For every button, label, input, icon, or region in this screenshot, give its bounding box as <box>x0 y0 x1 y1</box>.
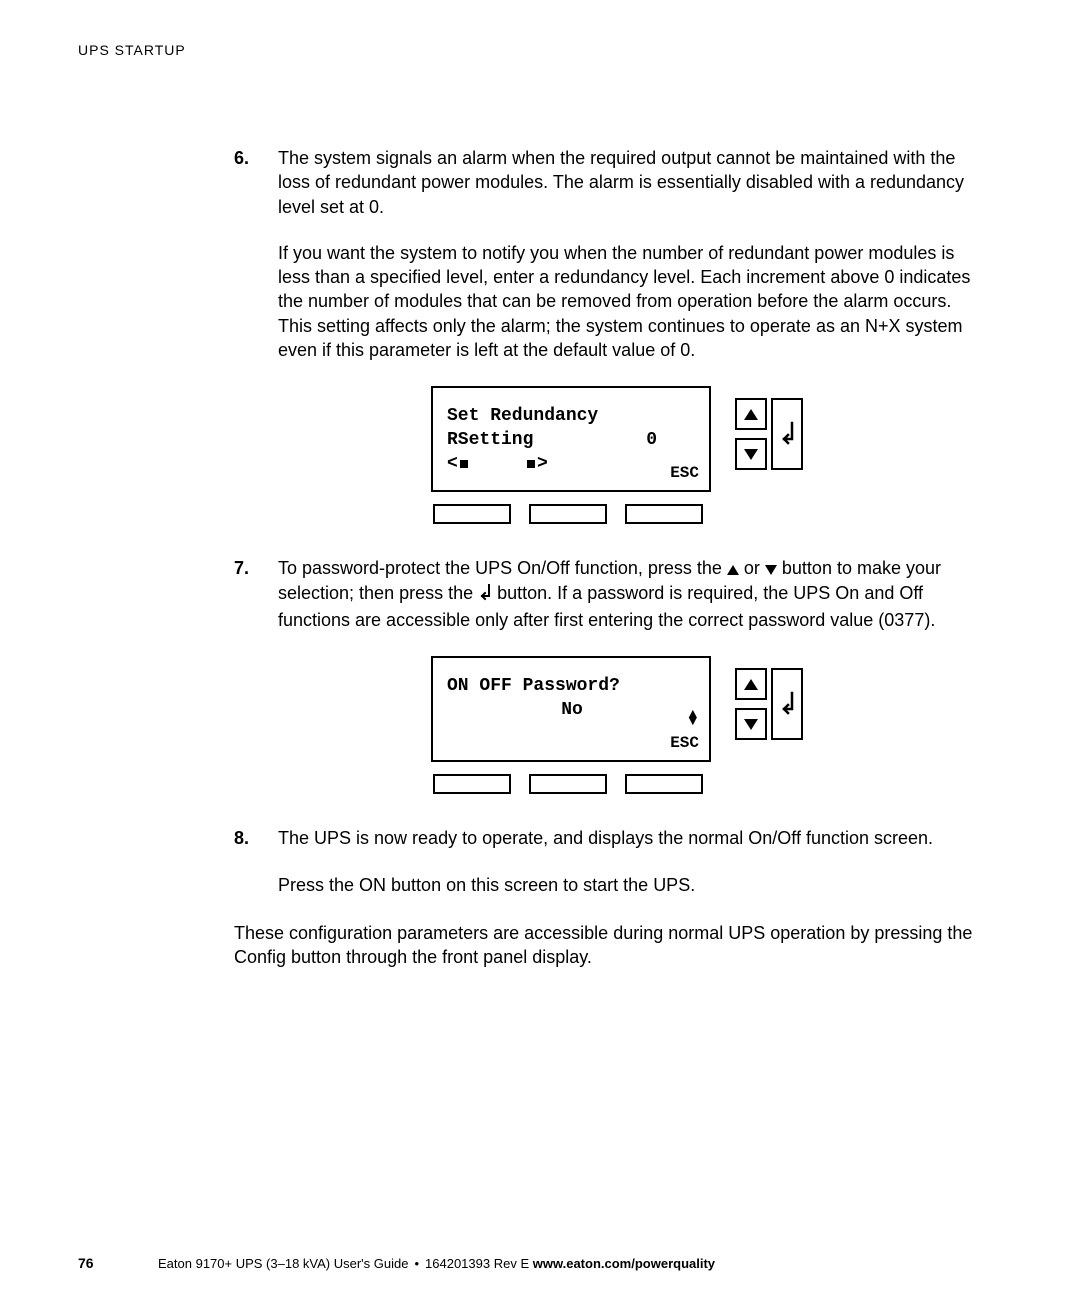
nav-right-icon: > <box>527 452 548 476</box>
soft-keys-row <box>433 504 835 524</box>
footer-doc-title: Eaton 9170+ UPS (3–18 kVA) User's Guide <box>158 1256 408 1271</box>
trailing-paragraph: These configuration parameters are acces… <box>234 921 988 970</box>
down-button[interactable] <box>735 438 767 470</box>
step-number: 7. <box>234 556 249 580</box>
enter-icon <box>778 691 796 717</box>
up-button[interactable] <box>735 398 767 430</box>
side-buttons <box>735 656 803 740</box>
lcd-figure-password: ON OFF Password? No ▲▼ ESC <box>431 656 835 794</box>
text-fragment: To password-protect the UPS On/Off funct… <box>278 558 727 578</box>
enter-icon <box>478 584 492 608</box>
paragraph: To password-protect the UPS On/Off funct… <box>278 556 988 632</box>
page-number: 76 <box>78 1255 158 1271</box>
footer-text: Eaton 9170+ UPS (3–18 kVA) User's Guide•… <box>158 1256 988 1271</box>
down-button[interactable] <box>735 708 767 740</box>
nav-left-icon: < <box>447 452 468 476</box>
esc-label: ESC <box>670 463 699 485</box>
step-7: 7. To password-protect the UPS On/Off fu… <box>278 556 988 794</box>
footer-revision: 164201393 Rev E <box>425 1256 529 1271</box>
lcd-line-1: Set Redundancy <box>447 404 697 428</box>
soft-key-2[interactable] <box>529 774 607 794</box>
content-column: 6. The system signals an alarm when the … <box>278 146 988 969</box>
soft-keys-row <box>433 774 835 794</box>
footer-url: www.eaton.com/powerquality <box>533 1256 715 1271</box>
lcd-value: No <box>561 700 583 720</box>
paragraph: The system signals an alarm when the req… <box>278 146 988 219</box>
soft-key-2[interactable] <box>529 504 607 524</box>
enter-button[interactable] <box>771 668 803 740</box>
down-arrow-icon <box>744 719 758 730</box>
up-arrow-icon <box>744 679 758 690</box>
lcd-setting-label: RSetting <box>447 428 533 452</box>
lcd-screen: Set Redundancy RSetting 0 < > ESC <box>431 386 711 492</box>
side-buttons <box>735 386 803 470</box>
soft-key-3[interactable] <box>625 774 703 794</box>
step-number: 8. <box>234 826 249 850</box>
step-number: 6. <box>234 146 249 170</box>
enter-button[interactable] <box>771 398 803 470</box>
down-arrow-icon <box>765 565 777 575</box>
page-footer: 76 Eaton 9170+ UPS (3–18 kVA) User's Gui… <box>78 1255 988 1271</box>
up-button[interactable] <box>735 668 767 700</box>
lcd-line-3: < > <box>447 452 697 476</box>
paragraph: Press the ON button on this screen to st… <box>278 873 988 897</box>
lcd-line-2: RSetting 0 <box>447 428 697 452</box>
running-header: UPS STARTUP <box>78 42 988 58</box>
esc-label: ESC <box>670 733 699 755</box>
soft-key-1[interactable] <box>433 504 511 524</box>
soft-key-3[interactable] <box>625 504 703 524</box>
paragraph: If you want the system to notify you whe… <box>278 241 988 362</box>
step-6: 6. The system signals an alarm when the … <box>278 146 988 524</box>
lcd-setting-value: 0 <box>646 428 657 452</box>
page: UPS STARTUP 6. The system signals an ala… <box>0 0 1080 1311</box>
enter-icon <box>778 421 796 447</box>
up-arrow-icon <box>744 409 758 420</box>
updown-indicator-icon: ▲▼ <box>689 712 697 726</box>
lcd-screen: ON OFF Password? No ▲▼ ESC <box>431 656 711 762</box>
text-fragment: or <box>739 558 765 578</box>
lcd-line-2: No <box>447 698 697 722</box>
paragraph: The UPS is now ready to operate, and dis… <box>278 826 988 850</box>
down-arrow-icon <box>744 449 758 460</box>
lcd-figure-redundancy: Set Redundancy RSetting 0 < > ESC <box>431 386 835 524</box>
step-8: 8. The UPS is now ready to operate, and … <box>278 826 988 897</box>
soft-key-1[interactable] <box>433 774 511 794</box>
up-arrow-icon <box>727 565 739 575</box>
lcd-line-1: ON OFF Password? <box>447 674 697 698</box>
